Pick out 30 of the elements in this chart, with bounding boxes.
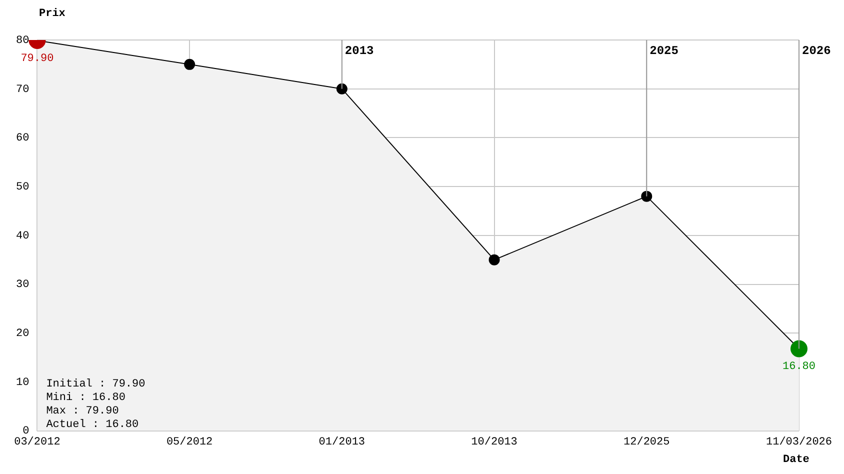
data-label: 16.80	[782, 361, 816, 374]
x-tick-label: 03/2012	[14, 436, 60, 448]
annotation: Initial : 79.90	[46, 378, 146, 390]
annotation: Actuel : 16.80	[46, 418, 139, 431]
point	[641, 190, 652, 202]
annotation: Max : 79.90	[46, 405, 119, 418]
y-tick-label: 60	[16, 132, 30, 145]
x-tick-label: 10/2013	[471, 436, 518, 448]
y-tick-label: 70	[16, 84, 30, 96]
data-label: 79.90	[20, 52, 54, 65]
x-tick-label: 05/2012	[166, 436, 213, 448]
y-tick-label: 50	[16, 181, 30, 194]
x-axis-title: Date	[783, 454, 810, 466]
y-tick-label: 80	[16, 34, 30, 47]
y-axis-title: Prix	[39, 8, 66, 20]
x-tick-label: 01/2013	[318, 436, 366, 448]
annotation: Mini : 16.80	[46, 392, 126, 404]
x-tick-label: 12/2025	[624, 436, 670, 448]
y-tick-label: 40	[16, 230, 30, 242]
y-tick-label: 30	[16, 279, 30, 292]
point	[184, 58, 196, 70]
y-tick-label: 10	[16, 376, 30, 389]
point	[488, 254, 500, 266]
y-tick-label: 20	[16, 328, 30, 340]
ref-line-label: 2025	[650, 44, 678, 58]
point	[336, 83, 348, 94]
x-tick-label: 11/03/2026	[766, 436, 832, 448]
ref-line-label: 2026	[802, 44, 831, 58]
ref-line-label: 2013	[344, 44, 374, 58]
y-tick-label: 0	[22, 426, 30, 438]
